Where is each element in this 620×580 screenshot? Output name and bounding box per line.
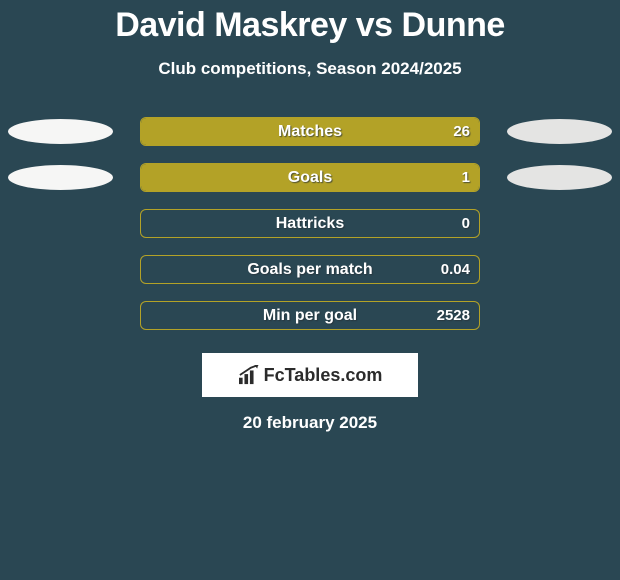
stat-bar: [140, 301, 480, 330]
stat-row: Hattricks0: [0, 207, 620, 253]
stat-bar: [140, 117, 480, 146]
stat-bar-fill: [141, 118, 479, 145]
stat-bar: [140, 163, 480, 192]
player-left-marker: [8, 165, 113, 190]
date-label: 20 february 2025: [0, 413, 620, 433]
player-left-marker: [8, 119, 113, 144]
brand-text: FcTables.com: [264, 365, 383, 386]
stat-row: Min per goal2528: [0, 299, 620, 345]
brand-box: FcTables.com: [202, 353, 418, 397]
stats-rows: Matches26Goals1Hattricks0Goals per match…: [0, 115, 620, 345]
player-right-marker: [507, 165, 612, 190]
subtitle: Club competitions, Season 2024/2025: [0, 59, 620, 79]
page-title: David Maskrey vs Dunne: [0, 0, 620, 45]
stat-bar: [140, 209, 480, 238]
player-right-marker: [507, 119, 612, 144]
stat-row: Goals1: [0, 161, 620, 207]
stat-row: Matches26: [0, 115, 620, 161]
stat-row: Goals per match0.04: [0, 253, 620, 299]
stat-bar-fill: [141, 164, 479, 191]
chart-icon: [238, 365, 260, 385]
stat-bar: [140, 255, 480, 284]
